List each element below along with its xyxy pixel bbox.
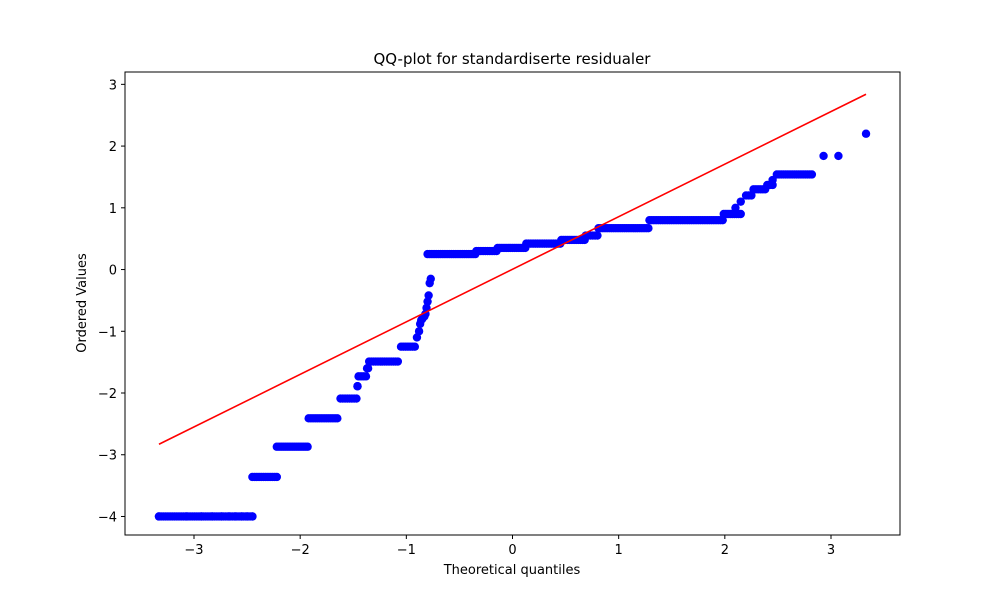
data-point bbox=[644, 223, 653, 233]
x-tick-label: 2 bbox=[721, 543, 729, 558]
data-point bbox=[426, 274, 435, 284]
data-point bbox=[352, 394, 361, 403]
data-point bbox=[353, 382, 362, 391]
x-tick-label: −1 bbox=[397, 543, 416, 558]
data-point bbox=[834, 151, 843, 161]
data-point bbox=[197, 512, 206, 521]
data-point bbox=[363, 364, 373, 373]
y-tick-label: 1 bbox=[109, 202, 117, 217]
data-point bbox=[718, 215, 727, 225]
data-point bbox=[303, 442, 312, 451]
x-tick-label: 3 bbox=[827, 543, 835, 558]
data-point bbox=[333, 414, 342, 423]
y-tick-label: 2 bbox=[109, 140, 117, 155]
reference-line bbox=[158, 93, 867, 445]
data-point bbox=[393, 357, 403, 366]
data-point bbox=[424, 291, 433, 300]
data-point bbox=[182, 512, 191, 521]
data-point bbox=[731, 203, 740, 213]
y-tick-label: −1 bbox=[98, 325, 117, 340]
axis-ticks: −3 −2 −1 0 1 2 3 −4 −3 −2 −1 0 1 2 3 bbox=[98, 78, 835, 558]
x-tick-label: −3 bbox=[184, 543, 203, 558]
data-point bbox=[423, 297, 432, 306]
y-axis-label: Ordered Values bbox=[75, 253, 90, 353]
data-point bbox=[217, 512, 226, 521]
data-point bbox=[272, 472, 282, 482]
x-axis-label: Theoretical quantiles bbox=[443, 563, 581, 578]
y-tick-label: −3 bbox=[98, 449, 117, 464]
data-point bbox=[231, 512, 240, 521]
data-point bbox=[593, 231, 602, 240]
data-point bbox=[736, 209, 745, 219]
y-tick-label: 0 bbox=[109, 264, 117, 279]
data-point bbox=[207, 512, 217, 521]
data-point bbox=[819, 151, 828, 161]
data-point bbox=[861, 129, 871, 138]
y-tick-label: −2 bbox=[98, 387, 117, 402]
data-point bbox=[361, 372, 371, 381]
x-tick-label: 1 bbox=[615, 543, 623, 558]
data-point bbox=[154, 512, 164, 521]
chart-title: QQ-plot for standardiserte residualer bbox=[374, 50, 652, 68]
x-tick-label: 0 bbox=[508, 543, 516, 558]
y-tick-label: 3 bbox=[109, 78, 117, 93]
x-tick-label: −2 bbox=[291, 543, 310, 558]
data-point bbox=[248, 512, 257, 521]
data-point bbox=[736, 197, 745, 206]
data-point bbox=[414, 327, 424, 336]
y-tick-label: −4 bbox=[98, 510, 117, 525]
data-point bbox=[410, 342, 420, 351]
data-point bbox=[768, 175, 777, 185]
data-point bbox=[224, 512, 234, 521]
data-point bbox=[807, 170, 817, 179]
plot-area bbox=[154, 93, 871, 521]
plot-frame bbox=[124, 71, 901, 536]
